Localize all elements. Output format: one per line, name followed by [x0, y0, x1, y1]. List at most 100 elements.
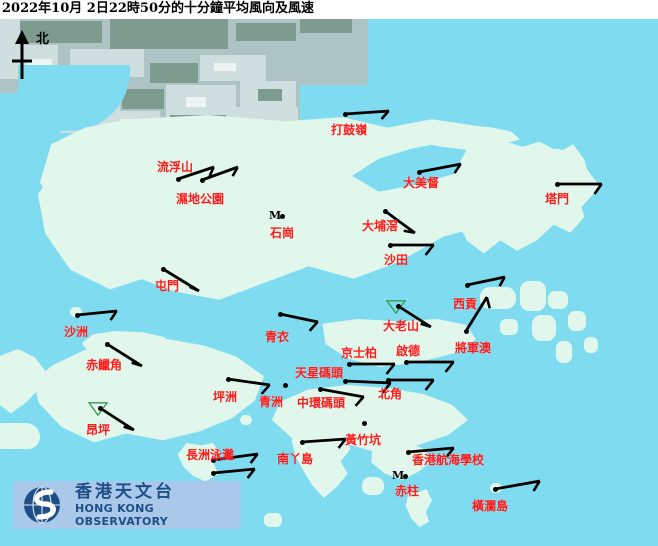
station-label: 赤柱 [395, 484, 420, 498]
station-label: 中環碼頭 [297, 396, 346, 410]
station-label: 屯門 [155, 279, 180, 293]
page-title: 2022年10月 2日22時50分的十分鐘平均風向及風速 [2, 1, 315, 16]
station-marker-dot[interactable] [210, 457, 216, 463]
station-label: 流浮山 [157, 160, 194, 174]
station-label: 昂坪 [86, 423, 111, 437]
wind-barb [349, 362, 396, 375]
hko-logo: 香港天文台 HONG KONG OBSERVATORY [13, 481, 241, 529]
wind-barb [212, 452, 259, 464]
wind-barb-flag [231, 166, 239, 177]
station-marker-dot[interactable] [210, 470, 216, 476]
station-label: 沙田 [384, 253, 409, 267]
station-label: 黃竹坑 [345, 433, 382, 447]
wind-barb [162, 267, 200, 293]
wind-barb [279, 312, 319, 332]
north-arrow: 北 [6, 27, 64, 85]
station-marker-dot[interactable] [317, 386, 323, 392]
wind-barb [344, 109, 390, 120]
station-marker-dot[interactable] [346, 361, 352, 367]
wind-barb [407, 446, 455, 458]
land-sai-kung-island [556, 341, 572, 363]
station-marker-dot[interactable] [299, 439, 305, 445]
wind-barb [557, 182, 603, 195]
wind-barb [388, 378, 435, 391]
station-marker-dot[interactable] [342, 378, 348, 384]
wind-barb-flag [337, 438, 347, 449]
station-marker-dot[interactable] [342, 111, 348, 117]
wind-barb [494, 479, 541, 492]
station-label: 香港航海學校 [412, 453, 485, 467]
station-marker-dot[interactable] [405, 449, 411, 455]
wind-barb-flag [445, 447, 455, 458]
wind-barb [406, 360, 455, 373]
wind-barb-flag [109, 310, 118, 321]
station-marker-dot[interactable] [403, 359, 409, 365]
station-marker-m: M [269, 209, 282, 222]
terrain-patch [186, 97, 206, 107]
land-small-island [240, 415, 252, 425]
station-marker-dot[interactable] [387, 242, 393, 248]
wind-barb [464, 296, 492, 332]
station-label: 濕地公園 [176, 192, 225, 206]
station-marker-dot[interactable] [279, 213, 285, 219]
station-label: 青洲 [259, 395, 284, 409]
station-marker-dot[interactable] [382, 208, 388, 214]
wind-barb-flag [420, 322, 432, 329]
station-marker-triangle [386, 300, 406, 314]
station-marker-dot[interactable] [402, 473, 408, 479]
land-sai-kung-island [520, 281, 546, 311]
terrain-patch [110, 19, 228, 49]
station-label: 北角 [378, 387, 403, 401]
land-sai-kung-island [500, 319, 518, 335]
terrain-patch [0, 19, 20, 65]
station-marker-m: M [392, 469, 405, 482]
title-bar: 2022年10月 2日22時50分的十分鐘平均風向及風速 [0, 0, 658, 19]
hko-name-chinese: 香港天文台 [75, 481, 175, 502]
station-marker-dot[interactable] [225, 376, 231, 382]
terrain-patch [214, 63, 236, 71]
station-label: 塔門 [545, 192, 570, 206]
land-sai-kung-island [584, 337, 598, 353]
station-marker-dot[interactable] [277, 311, 283, 317]
station-marker-dot[interactable] [554, 181, 560, 187]
station-marker-dot[interactable] [175, 176, 181, 182]
station-marker-dot[interactable] [416, 169, 422, 175]
station-marker-dot[interactable] [464, 282, 470, 288]
wind-barb-flag [453, 163, 462, 174]
land-sha-chau-island [70, 307, 82, 317]
wind-barb [397, 304, 432, 329]
wind-barb-flag [131, 361, 143, 368]
terrain-patch [150, 63, 198, 83]
station-marker-dot[interactable] [199, 177, 205, 183]
wind-barb-flag [532, 480, 541, 492]
land-small-island [264, 513, 282, 527]
wind-barb-flag [424, 379, 435, 391]
station-marker-dot[interactable] [395, 303, 401, 309]
station-marker-dot[interactable] [492, 486, 498, 492]
wind-barb-flag [260, 384, 271, 395]
wind-barb [227, 377, 271, 395]
land-sai-kung-island [532, 315, 556, 341]
station-marker-dot[interactable] [97, 405, 103, 411]
land-tap-mun-island [540, 149, 566, 199]
station-marker-dot[interactable] [74, 312, 80, 318]
wind-barb-flag [246, 468, 256, 479]
wind-barb-flag [424, 244, 435, 256]
station-label: 大埔滘 [362, 219, 399, 233]
wind-barb [466, 275, 506, 287]
terrain-patch [26, 59, 52, 69]
station-marker-dot[interactable] [104, 341, 110, 347]
wind-barb-flag [498, 276, 506, 287]
station-marker-dot[interactable] [160, 266, 166, 272]
wind-barb [76, 309, 118, 321]
station-marker-dot[interactable] [282, 382, 288, 388]
wind-barb-flag [380, 110, 390, 120]
station-marker-dot[interactable] [361, 420, 367, 426]
station-marker-dot[interactable] [463, 328, 469, 334]
wind-barb-flag [249, 453, 259, 464]
hko-name-english: HONG KONG OBSERVATORY [75, 501, 169, 528]
wind-barb-flag [308, 321, 319, 332]
wind-barb-flag [403, 229, 415, 235]
land-small-island [362, 477, 384, 495]
station-marker-dot[interactable] [385, 377, 391, 383]
